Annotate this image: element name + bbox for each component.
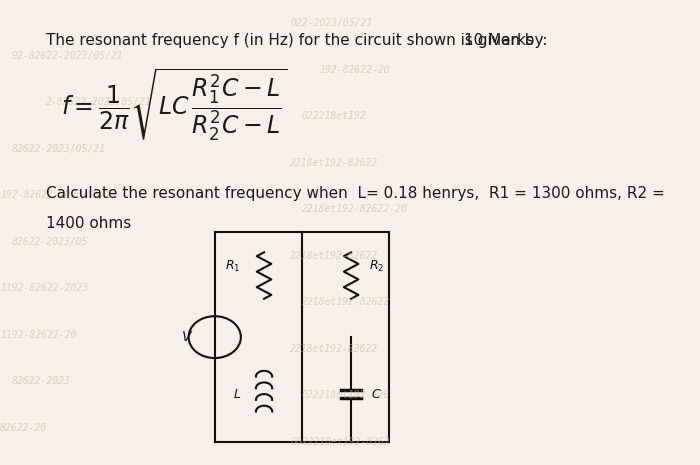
Text: 022-2023/05/21: 022-2023/05/21: [290, 18, 372, 28]
Text: 82622-20: 82622-20: [0, 423, 47, 433]
Text: $L$: $L$: [232, 388, 241, 400]
Text: $f = \dfrac{1}{2\pi}\sqrt{LC\,\dfrac{R_1^2C - L}{R_2^2C - L}}$: $f = \dfrac{1}{2\pi}\sqrt{LC\,\dfrac{R_1…: [61, 66, 288, 143]
Text: 82622-2023/05/21: 82622-2023/05/21: [12, 144, 106, 154]
Text: 022218et192: 022218et192: [302, 111, 366, 121]
Text: 1192-82622-20: 1192-82622-20: [0, 330, 76, 340]
Text: 2218et192-82622: 2218et192-82622: [290, 344, 378, 354]
Text: 10 Marks: 10 Marks: [464, 33, 534, 47]
Text: $R_1$: $R_1$: [225, 259, 241, 274]
Text: 2218et192-82622-20: 2218et192-82622-20: [302, 204, 407, 214]
Text: 92-82622-2023/05/21: 92-82622-2023/05/21: [12, 51, 123, 61]
Text: 192-82622-2023/05/21: 192-82622-2023/05/21: [0, 190, 118, 200]
Text: $C$: $C$: [372, 388, 382, 400]
Text: The resonant frequency f (in Hz) for the circuit shown is given by:: The resonant frequency f (in Hz) for the…: [46, 33, 548, 47]
Text: 1192-82622-2023: 1192-82622-2023: [0, 283, 88, 293]
Text: 2218et192-82622: 2218et192-82622: [290, 158, 378, 168]
Text: 82622-2023: 82622-2023: [12, 376, 71, 386]
Text: 2218et192-82622: 2218et192-82622: [302, 297, 390, 307]
Text: $R_2$: $R_2$: [368, 259, 384, 274]
Text: 0022218et192-8262: 0022218et192-8262: [290, 437, 390, 447]
Text: 022218et192-826: 022218et192-826: [302, 390, 390, 400]
Text: Calculate the resonant frequency when  L= 0.18 henrys,  R1 = 1300 ohms, R2 =: Calculate the resonant frequency when L=…: [46, 186, 665, 201]
Text: 2-82622-2023/05/21: 2-82622-2023/05/21: [46, 97, 152, 107]
Text: 82622-2023/05: 82622-2023/05: [12, 237, 88, 247]
Text: 1400 ohms: 1400 ohms: [46, 216, 132, 231]
Text: 2218et192-82622: 2218et192-82622: [290, 251, 378, 261]
Text: V: V: [182, 330, 192, 344]
Text: 192-82622-20: 192-82622-20: [319, 65, 390, 75]
